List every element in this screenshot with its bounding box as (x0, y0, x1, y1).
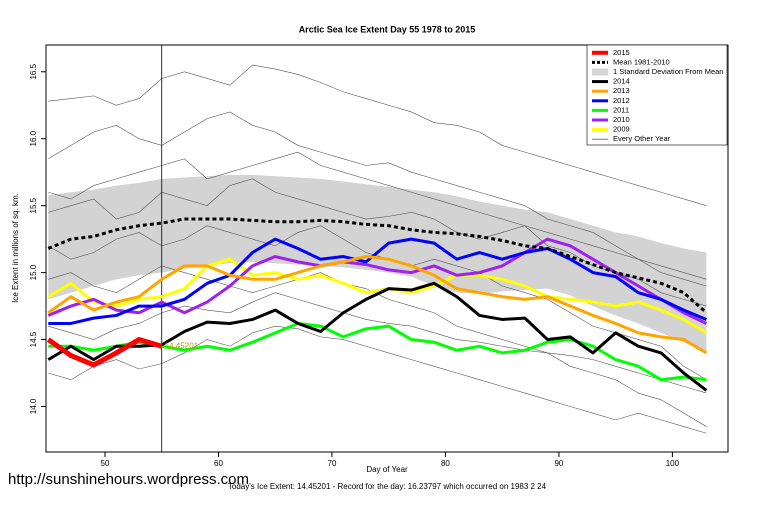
legend-label: Mean 1981-2010 (613, 57, 670, 66)
x-tick-label: 80 (441, 459, 450, 468)
background-line (48, 225, 707, 380)
x-axis-label: Day of Year (366, 465, 408, 474)
watermark: http://sunshinehours.wordpress.com (8, 471, 249, 488)
background-line (48, 151, 707, 280)
legend-label: 2012 (613, 96, 630, 105)
series-line (47, 217, 708, 314)
x-tick-label: 90 (554, 459, 563, 468)
series-line (46, 337, 163, 368)
legend-label: 2010 (613, 115, 630, 124)
legend-label: 2013 (613, 86, 630, 95)
background-line (48, 111, 707, 287)
series-line (48, 321, 707, 382)
y-axis-label: Ice Extent in millions of sq. km. (11, 193, 20, 303)
y-tick-label: 15.0 (29, 264, 38, 280)
plot-frame (45, 44, 729, 453)
x-tick-label: 100 (666, 459, 680, 468)
legend-label: 2015 (613, 48, 630, 57)
x-tick-label: 60 (214, 459, 223, 468)
x-tick-label: 50 (101, 459, 110, 468)
legend-box (586, 44, 728, 146)
background-line (48, 178, 707, 307)
series-line (47, 237, 708, 325)
footer: Today's Ice Extent: 14.45201 - Record fo… (228, 482, 547, 491)
legend-label: 1 Standard Deviation From Mean (613, 67, 723, 76)
series-line (47, 255, 708, 355)
legend-label: Every Other Year (613, 134, 671, 143)
series-line (47, 257, 708, 335)
legend-swatch (592, 68, 608, 76)
legend-label: 2011 (613, 105, 629, 114)
y-tick-label: 15.5 (29, 197, 38, 213)
y-tick-label: 16.0 (29, 130, 38, 146)
y-tick-label: 16.5 (29, 63, 38, 79)
legend-label: 2009 (613, 125, 630, 134)
plot-area (46, 45, 708, 452)
y-tick-label: 14.0 (29, 398, 38, 414)
y-tick-label: 14.5 (29, 331, 38, 347)
chart-title: Arctic Sea Ice Extent Day 55 1978 to 201… (299, 24, 476, 34)
x-tick-label: 70 (328, 459, 337, 468)
background-line (48, 292, 707, 394)
legend-label: 2014 (613, 77, 630, 86)
background-line (48, 64, 707, 206)
annotation: 14.45201 (165, 341, 199, 350)
series-line (48, 237, 708, 325)
background-line (48, 325, 707, 434)
